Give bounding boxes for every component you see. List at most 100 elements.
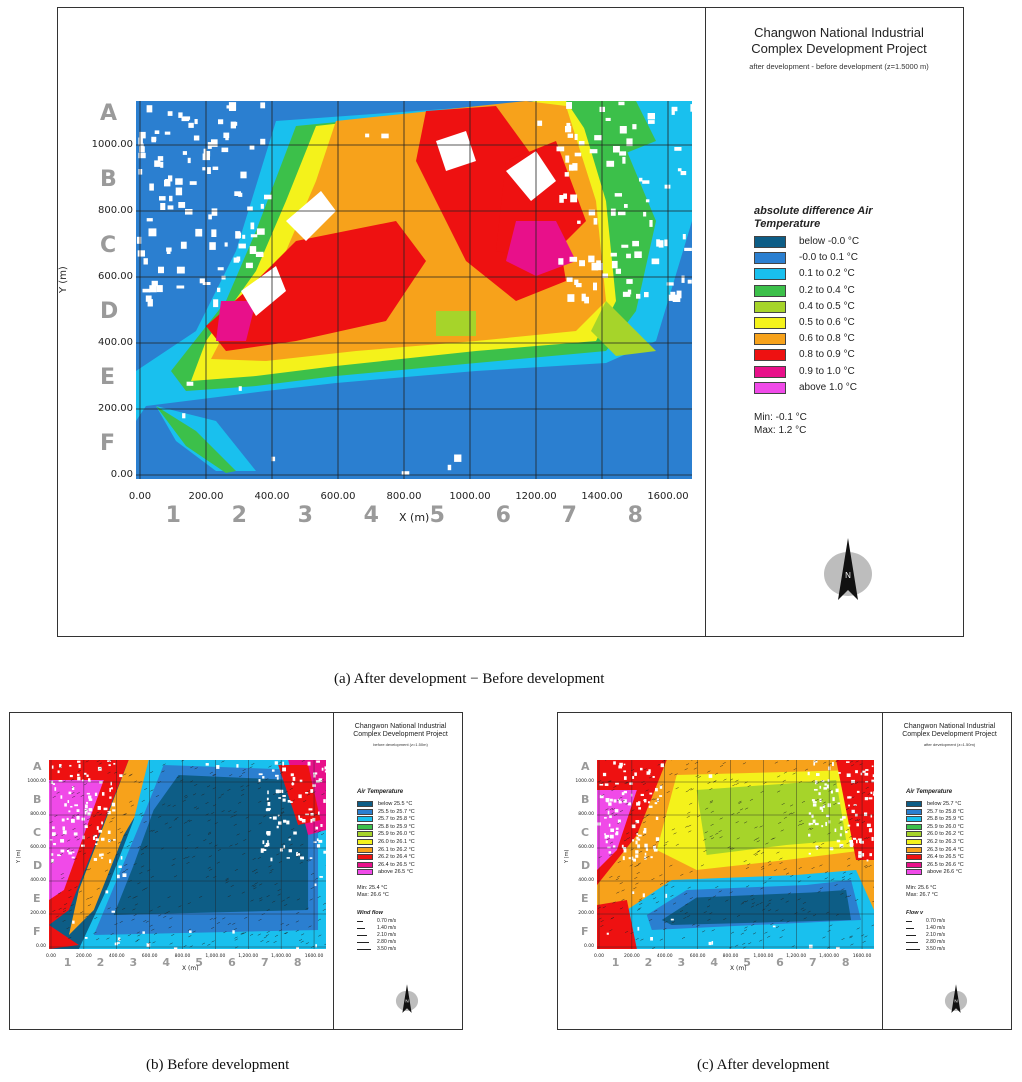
col-number: 3 [677,956,686,969]
row-letter: F [33,925,41,938]
wind-arrow-icon [906,942,918,943]
compass-b: N [395,984,419,1013]
legend-swatch [906,831,922,838]
caption-c: (c) After development [697,1057,830,1073]
x-tick-label: 800.00 [174,954,191,959]
heatmap-layer [136,101,692,479]
col-number: 3 [129,956,138,969]
wind-arrow-icon [357,942,369,943]
x-tick-label: 400.00 [254,491,290,502]
col-number: 2 [231,503,247,528]
legend-swatch [906,839,922,845]
x-tick-label: 400.00 [656,954,673,959]
legend-label: 0.2 to 0.4 °C [799,284,855,296]
x-tick-label: 200.00 [188,491,224,502]
legend-swatch [357,823,373,830]
legend-swatch [754,365,786,378]
compass-c: N [944,984,968,1013]
compass-a: N [824,538,872,600]
legend-label: 0.6 to 0.8 °C [799,333,855,345]
legend-swatch [754,252,786,265]
row-letter: D [100,299,119,324]
y-tick-label: 400.00 [30,877,46,883]
x-tick-label: 600.00 [141,954,158,959]
min-b: Min: 25.4 °C [357,885,388,891]
legend-label: 25.7 to 25.8 °C [378,816,415,823]
col-number: 1 [611,956,620,969]
legend-swatch [906,854,922,861]
wind-legend-label: 1.40 m/s [377,925,397,931]
legend-swatch [906,801,922,807]
legend-swatch [357,861,373,868]
legend-label: 25.8 to 25.9 °C [927,816,964,823]
legend-label: 25.8 to 25.9 °C [378,823,415,830]
legend-label: below -0.0 °C [799,236,860,247]
wind-arrow-icon [906,935,916,936]
row-letter: D [33,859,43,872]
y-tick-label: 800.00 [30,811,46,817]
legend-panel-b [333,713,464,1029]
wind-legend-label: 0.70 m/s [377,918,397,924]
legend-label: 25.9 to 26.0 °C [378,831,415,838]
x-tick-label: 1600.00 [852,954,872,959]
col-number: 1 [63,956,72,969]
gridlines [597,760,874,949]
row-letter: E [100,365,116,390]
title-a-line1: Changwon National Industrial [754,25,924,40]
legend-swatch [754,333,786,346]
wind-arrows [597,760,874,949]
wind-arrow-icon [906,949,920,950]
col-number: 4 [162,956,171,969]
subtitle-a: after development - before development (… [749,62,929,71]
min-a: Min: -0.1 °C [754,412,807,423]
wind-legend-label: 2.10 m/s [377,932,397,938]
min-c: Min: 25.6 °C [906,885,937,891]
gridlines [136,101,692,479]
legend-swatch [754,317,786,329]
subtitle-c: after development (z=1.50m) [923,742,976,747]
y-tick-label: 0.00 [583,943,594,949]
title-b-line1: Changwon National Industrial [354,723,447,730]
legend-label: 26.3 to 26.4 °C [927,846,964,853]
legend-title-a-2: Temperature [754,218,821,230]
legend-label: 26.2 to 26.3 °C [927,839,964,845]
legend-swatch [906,823,922,830]
x-tick-label: 800.00 [386,491,422,502]
legend-label: 26.5 to 26.6 °C [927,861,964,868]
col-number: 8 [841,956,850,969]
legend-label: 0.9 to 1.0 °C [799,365,855,377]
x-tick-label: 600.00 [320,491,356,502]
col-number: 4 [363,503,379,528]
xlabel-a: X (m) [399,511,430,524]
legend-swatch [906,869,922,876]
y-tick-label: 1000.00 [91,139,133,150]
y-tick-label: 200.00 [98,403,133,414]
caption-a: (a) After development − Before developme… [334,671,605,687]
x-tick-label: 1,400.00 [819,954,840,959]
xlabel-b: X (m) [182,965,199,972]
row-letter: F [581,925,589,938]
col-number: 6 [776,956,784,969]
wind-arrow-icon [357,949,371,950]
x-tick-label: 400.00 [108,954,125,959]
row-letter: A [100,101,118,126]
legend-swatch [357,846,373,853]
x-tick-label: 0.00 [593,954,604,959]
building-blocks [136,101,692,475]
legend-swatch [754,349,786,362]
legend-swatch [357,808,373,815]
col-number: 8 [627,503,643,528]
legend-label: above 26.5 °C [378,869,413,876]
legend-label: 0.1 to 0.2 °C [799,268,855,280]
subtitle-b: before development (z=1.50m) [373,742,428,747]
y-tick-label: 800.00 [98,205,133,216]
wind-legend-label: 0.70 m/s [926,918,946,924]
legend-label: below 25.5 °C [378,801,413,807]
row-letter: C [100,233,117,258]
x-tick-label: 1,200.00 [786,954,807,959]
wind-legend-label: 2.80 m/s [926,939,946,945]
legend-swatch [357,839,373,845]
y-tick-label: 800.00 [578,811,594,817]
heatmap-layer [49,760,326,949]
wind-legend-label: 1.40 m/s [926,925,946,931]
